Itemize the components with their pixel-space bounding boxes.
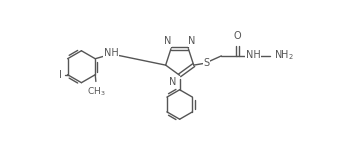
Text: S: S: [204, 58, 209, 68]
Text: N: N: [188, 36, 196, 46]
Text: N: N: [169, 77, 176, 87]
Text: NH: NH: [246, 50, 261, 60]
Text: CH$_3$: CH$_3$: [87, 85, 106, 98]
Text: NH: NH: [104, 48, 119, 58]
Text: I: I: [59, 70, 62, 80]
Text: NH$_2$: NH$_2$: [274, 48, 294, 62]
Text: N: N: [164, 36, 171, 46]
Text: O: O: [234, 31, 241, 42]
